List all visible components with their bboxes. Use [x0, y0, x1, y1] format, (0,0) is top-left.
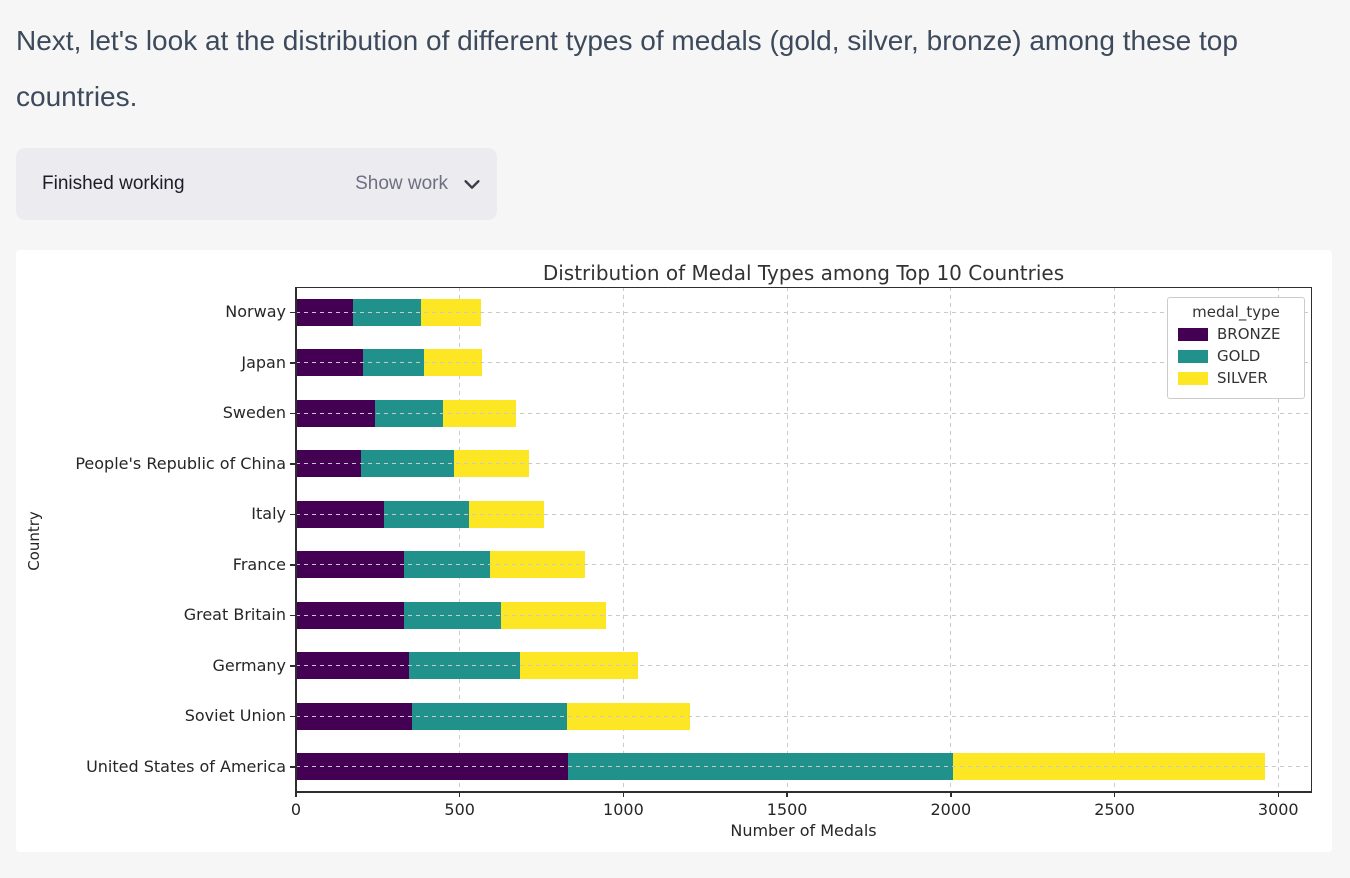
work-status: Finished working: [42, 173, 185, 194]
horizontal-gridline: [296, 412, 1311, 414]
y-tick-mark: [290, 362, 295, 364]
y-tick-mark: [290, 715, 295, 717]
chart-card: Distribution of Medal Types among Top 10…: [16, 250, 1332, 852]
x-tick-label: 1000: [603, 800, 644, 819]
y-tick-label: Italy: [251, 504, 286, 524]
x-tick-mark: [622, 792, 625, 797]
y-tick-label: People's Republic of China: [75, 453, 286, 473]
legend-title: medal_type: [1192, 303, 1280, 321]
vertical-gridline: [459, 287, 461, 792]
vertical-gridline: [1277, 287, 1279, 792]
x-tick-label: 500: [444, 800, 475, 819]
x-tick-label: 3000: [1257, 800, 1299, 819]
y-tick-label: France: [232, 554, 286, 574]
show-work-button[interactable]: Show work: [355, 173, 483, 195]
y-axis-spine: [295, 287, 297, 792]
vertical-gridline: [1114, 287, 1116, 792]
legend-label-silver: SILVER: [1217, 369, 1268, 387]
y-tick-label: Sweden: [222, 403, 286, 423]
x-tick-mark: [786, 792, 788, 797]
x-axis-spine: [295, 791, 1312, 793]
y-tick-mark: [290, 412, 295, 414]
y-tick-label: Great Britain: [183, 605, 286, 625]
horizontal-gridline: [296, 311, 1311, 313]
gold-swatch-icon: [1178, 349, 1208, 363]
legend: medal_type BRONZE GOLD SILVER: [1167, 297, 1305, 399]
y-tick-mark: [290, 513, 295, 515]
x-tick-mark: [458, 792, 461, 797]
top-spine: [296, 287, 1311, 289]
horizontal-gridline: [296, 665, 1311, 667]
bronze-swatch-icon: [1178, 327, 1208, 341]
y-axis-title: Country: [25, 511, 43, 571]
plot-area: medal_type BRONZE GOLD SILVER 0 500 1000 15…: [75, 287, 1312, 819]
horizontal-gridline: [296, 766, 1311, 768]
y-tick-label: United States of America: [86, 756, 286, 776]
y-tick-mark: [290, 766, 295, 768]
x-tick-mark: [950, 792, 952, 797]
horizontal-gridline: [296, 564, 1311, 566]
horizontal-gridline: [296, 463, 1311, 465]
x-tick-label: 2500: [1094, 800, 1135, 819]
silver-swatch-icon: [1178, 371, 1208, 385]
legend-item-gold: GOLD: [1178, 347, 1296, 365]
show-work-label: Show work: [355, 173, 448, 194]
legend-label-bronze: BRONZE: [1217, 325, 1281, 343]
x-axis-title: Number of Medals: [730, 821, 877, 840]
x-tick-label: 1500: [766, 800, 808, 819]
chart-title: Distribution of Medal Types among Top 10…: [542, 261, 1065, 285]
y-tick-label: Japan: [241, 352, 286, 372]
x-tick-label: 2000: [930, 800, 972, 819]
x-tick-mark: [295, 792, 297, 797]
y-tick-mark: [290, 665, 295, 667]
vertical-gridline: [786, 287, 788, 792]
horizontal-gridline: [296, 362, 1311, 364]
horizontal-gridline: [296, 614, 1311, 616]
legend-item-silver: SILVER: [1178, 369, 1296, 387]
right-spine: [1310, 287, 1312, 792]
chevron-down-icon: [464, 180, 480, 189]
x-tick-mark: [1277, 792, 1279, 797]
x-tick-mark: [1113, 792, 1116, 797]
y-tick-label: Germany: [212, 655, 286, 675]
vertical-gridline: [622, 287, 624, 792]
y-tick-mark: [290, 614, 295, 616]
y-tick-mark: [290, 311, 295, 313]
vertical-gridline: [950, 287, 952, 792]
y-tick-mark: [290, 463, 295, 465]
legend-item-bronze: BRONZE: [1178, 325, 1296, 343]
legend-label-gold: GOLD: [1217, 347, 1261, 365]
work-panel[interactable]: Finished working Show work: [16, 148, 497, 220]
x-tick-label: 0: [290, 800, 302, 819]
horizontal-gridline: [296, 513, 1311, 515]
y-tick-label: Norway: [225, 302, 286, 322]
y-tick-label: Soviet Union: [184, 706, 286, 726]
y-tick-mark: [290, 564, 295, 566]
horizontal-gridline: [296, 715, 1311, 717]
assistant-message: Next, let's look at the distribution of …: [16, 25, 1238, 112]
